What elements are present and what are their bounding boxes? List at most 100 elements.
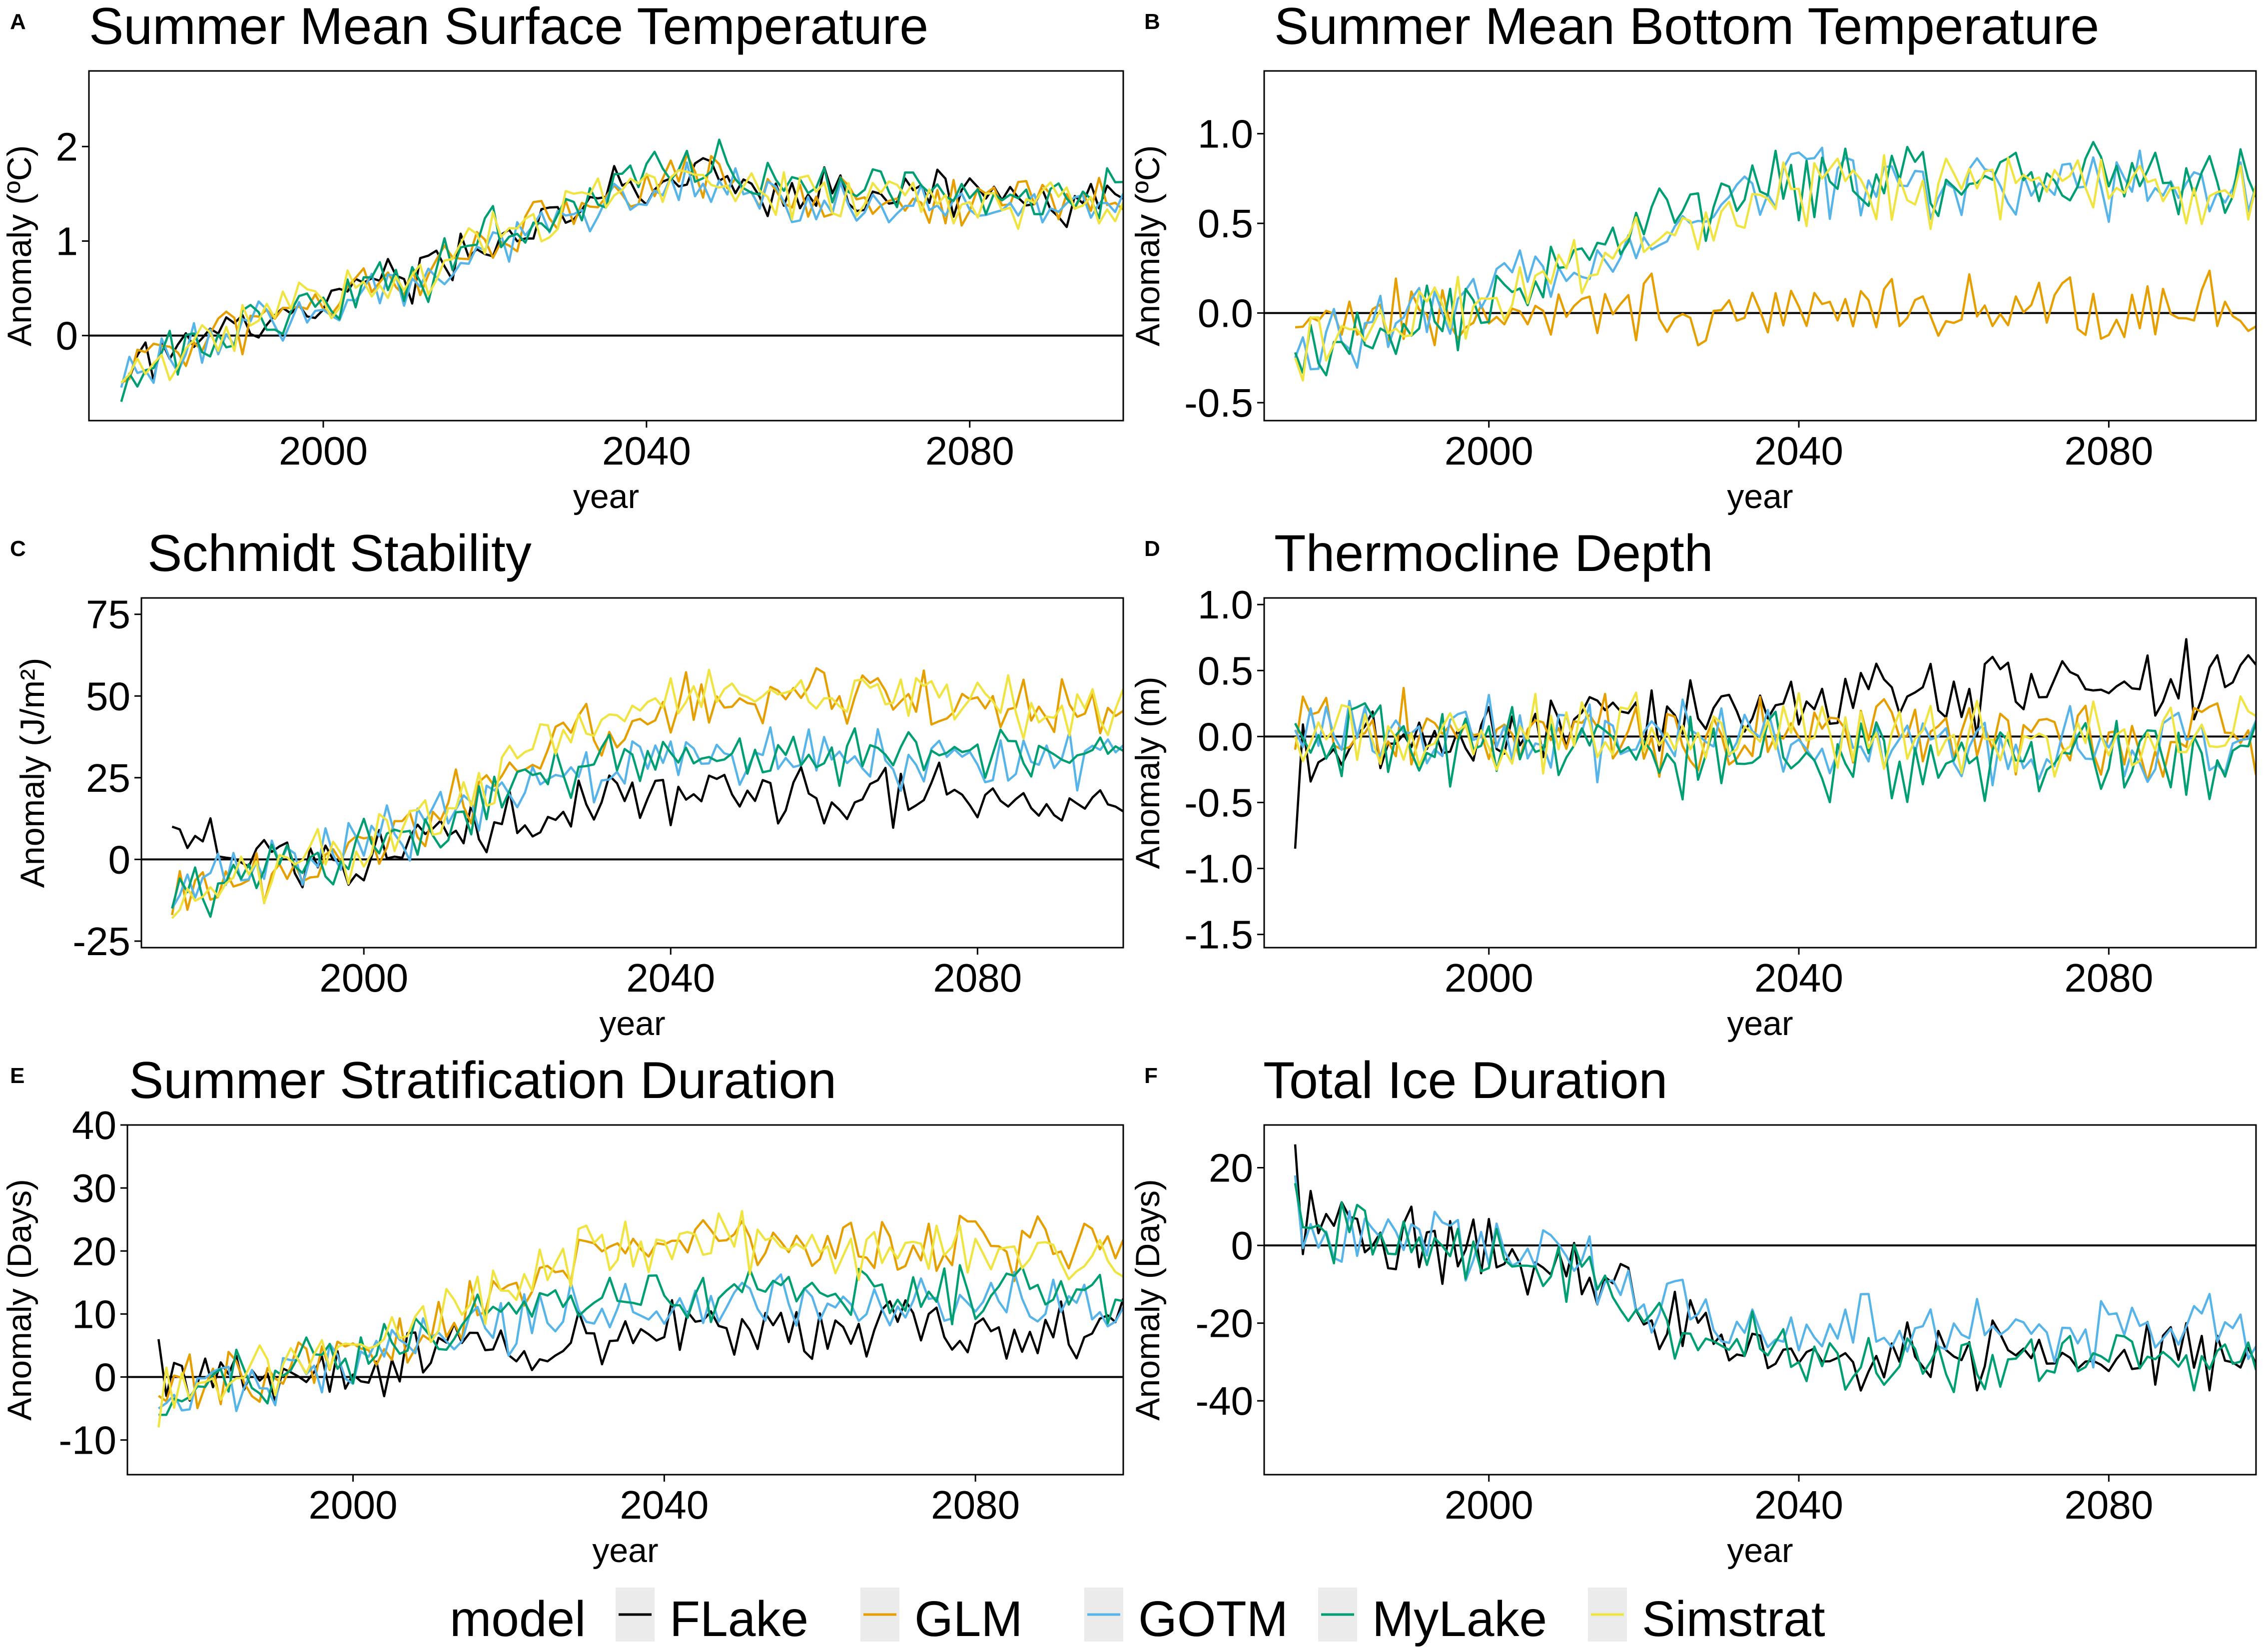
plot-frame bbox=[1263, 1124, 2257, 1476]
panel-title: Summer Mean Bottom Temperature bbox=[1274, 0, 2099, 55]
y-tick-label: 10 bbox=[72, 1292, 116, 1336]
x-axis-label: year bbox=[1727, 478, 1793, 516]
series-line-mylake bbox=[120, 138, 1123, 402]
x-tick-label: 2040 bbox=[1754, 1483, 1843, 1527]
plot-frame bbox=[88, 70, 1124, 422]
y-axis-label: Anomaly (Days) bbox=[1129, 1179, 1167, 1421]
y-tick-label: 30 bbox=[72, 1166, 116, 1210]
x-tick-label: 2000 bbox=[309, 1483, 398, 1527]
x-axis-label: year bbox=[1727, 1532, 1793, 1570]
x-axis-label: year bbox=[1727, 1005, 1793, 1043]
y-tick-label: 1.0 bbox=[1198, 112, 1253, 156]
x-tick-label: 2080 bbox=[931, 1483, 1020, 1527]
y-tick-label: -10 bbox=[58, 1418, 116, 1463]
series-group bbox=[1294, 141, 2256, 382]
legend-label: Simstrat bbox=[1642, 1591, 1825, 1647]
y-tick-label: 0.5 bbox=[1198, 201, 1253, 246]
panel-D: D Thermocline Depth Anomaly (m) year -1.5 -1.… bbox=[1129, 525, 2257, 1043]
y-axis-label: Anomaly (ºC) bbox=[1129, 145, 1167, 347]
plot-frame bbox=[126, 1124, 1124, 1476]
panel-letter: D bbox=[1144, 537, 1160, 561]
y-tick-label: 75 bbox=[86, 592, 130, 637]
series-line-mylake bbox=[171, 727, 1123, 918]
y-tick-label: 50 bbox=[86, 674, 130, 718]
series-group bbox=[120, 138, 1123, 402]
panel-C: C Schmidt Stability Anomaly (J/m²) year -25 0… bbox=[10, 525, 1124, 1043]
series-line-flake bbox=[1294, 1144, 2256, 1392]
y-tick-label: 0.5 bbox=[1198, 648, 1253, 693]
series-line-simstrat bbox=[171, 668, 1123, 919]
legend-item-mylake: MyLake bbox=[1318, 1588, 1547, 1647]
y-tick-label: 25 bbox=[86, 756, 130, 800]
x-tick-label: 2040 bbox=[620, 1483, 709, 1527]
y-tick-label: 0 bbox=[56, 314, 78, 358]
y-tick-label: 40 bbox=[72, 1103, 116, 1147]
y-tick-label: -40 bbox=[1195, 1379, 1253, 1423]
legend-item-flake: FLake bbox=[616, 1588, 808, 1647]
plot-frame bbox=[1263, 70, 2257, 422]
x-axis-label: year bbox=[573, 478, 639, 516]
panel-letter: A bbox=[10, 9, 26, 34]
x-tick-label: 2000 bbox=[279, 429, 368, 473]
y-tick-label: 0.0 bbox=[1198, 291, 1253, 336]
y-tick-label: 0 bbox=[94, 1355, 117, 1400]
series-group bbox=[171, 667, 1123, 919]
x-tick-label: 2080 bbox=[2064, 429, 2153, 473]
panel-F: F Total Ice Duration Anomaly (Days) year -40… bbox=[1129, 1052, 2257, 1570]
legend-label: FLake bbox=[670, 1591, 808, 1647]
y-tick-label: -20 bbox=[1195, 1301, 1253, 1346]
x-tick-label: 2080 bbox=[925, 429, 1014, 473]
x-tick-label: 2040 bbox=[626, 956, 715, 1000]
series-line-mylake bbox=[158, 1264, 1123, 1416]
x-tick-label: 2040 bbox=[1754, 429, 1843, 473]
series-line-simstrat bbox=[1294, 154, 2256, 382]
panel-title: Summer Stratification Duration bbox=[129, 1052, 836, 1109]
legend-label: MyLake bbox=[1372, 1591, 1547, 1647]
panel-letter: B bbox=[1144, 9, 1160, 34]
x-tick-label: 2080 bbox=[933, 956, 1022, 1000]
x-tick-label: 2080 bbox=[2064, 956, 2153, 1000]
y-axis-label: Anomaly (m) bbox=[1129, 676, 1167, 869]
x-tick-label: 2040 bbox=[602, 429, 691, 473]
x-tick-label: 2000 bbox=[1445, 956, 1533, 1000]
y-tick-label: 0 bbox=[108, 837, 131, 882]
series-group bbox=[1294, 1144, 2256, 1393]
series-line-flake bbox=[120, 157, 1123, 384]
panel-title: Thermocline Depth bbox=[1274, 525, 1713, 582]
y-tick-label: -1.0 bbox=[1184, 847, 1253, 891]
legend: model FLake GLM GOTM MyLake Simstrat bbox=[450, 1588, 1825, 1647]
panel-B: B Summer Mean Bottom Temperature Anomaly (… bbox=[1129, 0, 2257, 516]
series-line-simstrat bbox=[120, 169, 1123, 384]
y-tick-label: -25 bbox=[72, 919, 130, 964]
x-tick-label: 2000 bbox=[1445, 1483, 1533, 1527]
legend-label: GOTM bbox=[1138, 1591, 1288, 1647]
x-axis-label: year bbox=[592, 1532, 658, 1570]
legend-label: GLM bbox=[914, 1591, 1023, 1647]
series-line-gotm bbox=[1294, 1175, 2256, 1369]
y-tick-label: 1 bbox=[56, 219, 78, 264]
series-group bbox=[1294, 638, 2256, 849]
series-line-simstrat bbox=[1294, 691, 2256, 778]
series-line-mylake bbox=[1294, 702, 2256, 804]
y-axis-label: Anomaly (ºC) bbox=[0, 145, 38, 347]
panel-letter: F bbox=[1144, 1064, 1158, 1088]
y-tick-label: 0 bbox=[1231, 1223, 1254, 1268]
y-tick-label: 20 bbox=[72, 1229, 116, 1273]
legend-item-simstrat: Simstrat bbox=[1588, 1588, 1825, 1647]
series-line-gotm bbox=[158, 1270, 1123, 1412]
legend-item-glm: GLM bbox=[860, 1588, 1023, 1647]
x-axis-label: year bbox=[599, 1005, 665, 1043]
panel-title: Summer Mean Surface Temperature bbox=[89, 0, 928, 55]
panels: A Summer Mean Surface Temperature Anomaly … bbox=[0, 0, 2257, 1570]
y-tick-label: -1.5 bbox=[1184, 913, 1253, 957]
y-tick-label: 0.0 bbox=[1198, 714, 1253, 759]
plot-frame bbox=[1263, 597, 2257, 949]
series-line-gotm bbox=[1294, 693, 2256, 787]
series-line-flake bbox=[171, 761, 1123, 889]
series-line-mylake bbox=[1294, 141, 2256, 377]
plot-frame bbox=[140, 597, 1124, 949]
legend-title: model bbox=[450, 1591, 586, 1647]
series-group bbox=[157, 1210, 1123, 1428]
x-tick-label: 2000 bbox=[1445, 429, 1533, 473]
